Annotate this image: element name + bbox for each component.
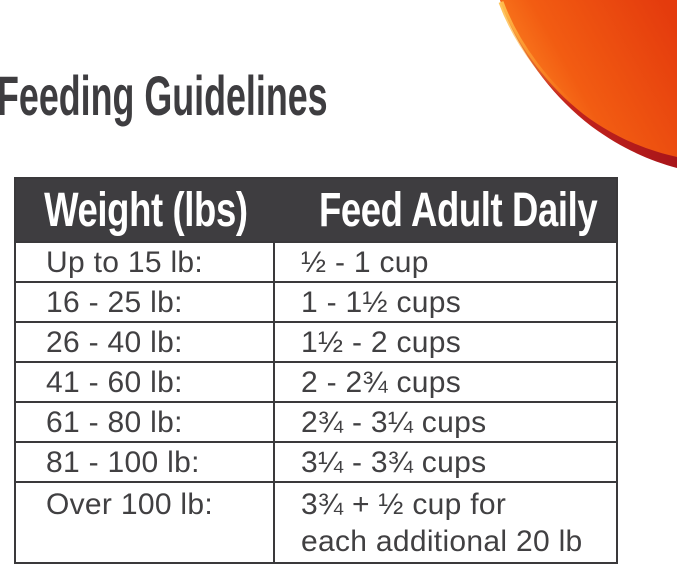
blob-highlight-path [498, 1, 593, 122]
header-cell-weight-label: Weight (lbs) [43, 183, 248, 237]
table-row: Over 100 lb: 3¾ + ½ cup for each additio… [16, 481, 616, 562]
amount-cell: 1 - 1½ cups [301, 285, 462, 319]
amount-cell: ½ - 1 cup [301, 245, 429, 279]
amount-cell: 2 - 2¾ cups [301, 365, 462, 399]
weight-cell: Over 100 lb: [16, 483, 275, 562]
weight-cell: 26 - 40 lb: [16, 323, 275, 361]
weight-cell: 81 - 100 lb: [16, 443, 275, 481]
weight-cell: 41 - 60 lb: [16, 363, 275, 401]
page-title: Feeding Guidelines [0, 64, 328, 127]
header-cell-feed: Feed Adult Daily [275, 179, 641, 241]
table-row: Up to 15 lb: ½ - 1 cup [16, 241, 616, 281]
header-cell-feed-label: Feed Adult Daily [318, 183, 598, 237]
table-row: 16 - 25 lb: 1 - 1½ cups [16, 281, 616, 321]
corner-blob-graphic [498, 0, 677, 168]
table-row: 41 - 60 lb: 2 - 2¾ cups [16, 361, 616, 401]
amount-cell: 2¾ - 3¼ cups [301, 405, 487, 439]
amount-cell: 3¾ + ½ cup for each additional 20 lb [301, 488, 583, 558]
weight-cell: 16 - 25 lb: [16, 283, 275, 321]
weight-cell: 61 - 80 lb: [16, 403, 275, 441]
table-row: 61 - 80 lb: 2¾ - 3¼ cups [16, 401, 616, 441]
table-row: 81 - 100 lb: 3¼ - 3¾ cups [16, 441, 616, 481]
weight-cell: Up to 15 lb: [16, 243, 275, 281]
amount-cell: 1½ - 2 cups [301, 325, 462, 359]
table-row: 26 - 40 lb: 1½ - 2 cups [16, 321, 616, 361]
header-cell-weight: Weight (lbs) [16, 179, 275, 241]
amount-cell: 3¼ - 3¾ cups [301, 445, 487, 479]
feeding-table: Weight (lbs) Feed Adult Daily Up to 15 l… [14, 177, 618, 564]
blob-body-path [500, 0, 677, 157]
table-header-row: Weight (lbs) Feed Adult Daily [16, 179, 616, 241]
